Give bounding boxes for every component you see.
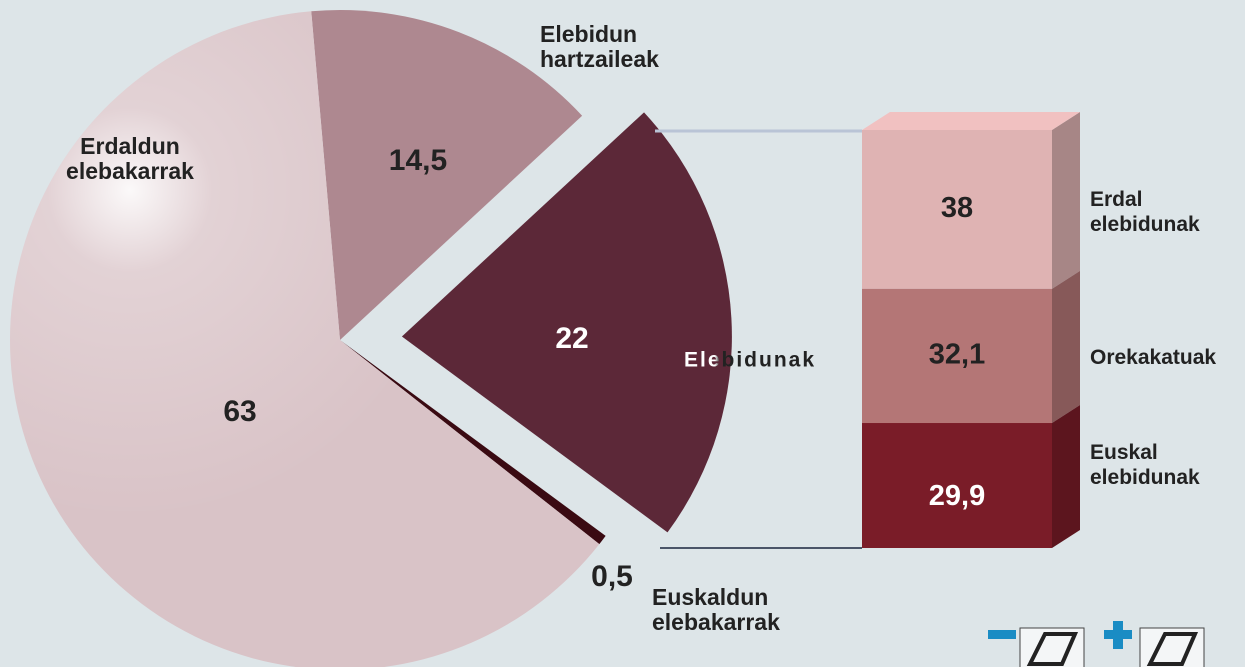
group-label: Elebidunak xyxy=(684,349,816,372)
bar-category-label: Euskal elebidunak xyxy=(1090,441,1200,489)
pie-value-label: 22 xyxy=(555,322,588,355)
bar-side xyxy=(1052,112,1080,289)
pie-value-label: 0,5 xyxy=(591,560,633,593)
bar-value-label: 32,1 xyxy=(929,339,985,371)
slice-shine xyxy=(10,11,600,667)
bar-value-label: 38 xyxy=(941,192,973,224)
bar-value-label: 29,9 xyxy=(929,480,985,512)
pie-category-label: Elebidun hartzaileak xyxy=(540,21,659,72)
bar-segment xyxy=(862,130,1052,289)
zoom-buttons[interactable] xyxy=(988,621,1205,667)
bar-segment xyxy=(862,288,1052,424)
bar-segment xyxy=(862,423,1052,548)
pie-slice xyxy=(340,340,606,545)
pie-slice xyxy=(311,10,583,340)
pie-slice xyxy=(401,112,732,533)
bar-side xyxy=(1052,405,1080,548)
pie-value-label: 14,5 xyxy=(389,144,447,177)
pie-value-label: 63 xyxy=(223,395,256,428)
pie-category-label: Erdaldun elebakarrak xyxy=(66,133,194,184)
bar-top xyxy=(862,112,1080,130)
bar-category-label: Erdal elebidunak xyxy=(1090,188,1200,236)
minus-icon[interactable] xyxy=(988,630,1016,639)
book-glyph xyxy=(1146,632,1199,666)
book-glyph xyxy=(1026,632,1079,666)
pie-category-label: Euskaldun elebakarrak xyxy=(652,584,780,635)
plus-icon[interactable] xyxy=(1113,621,1123,649)
bar-category-label: Orekakatuak xyxy=(1090,346,1217,369)
bar-side xyxy=(1052,270,1080,424)
